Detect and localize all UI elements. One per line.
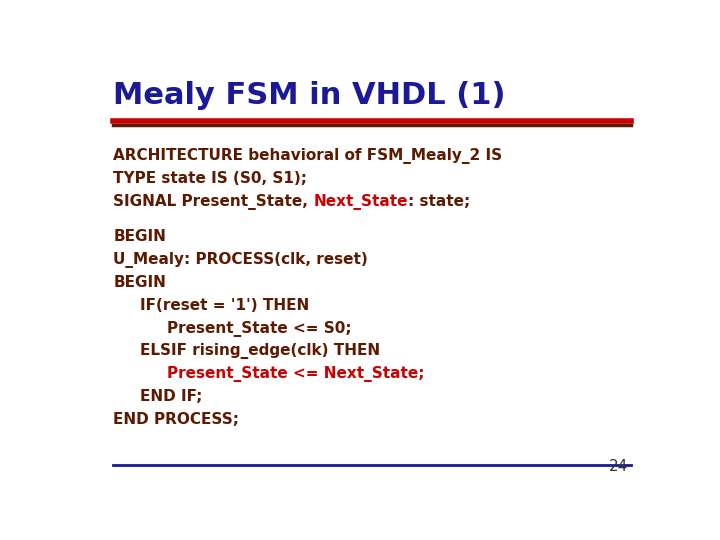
Text: U_Mealy: PROCESS(clk, reset): U_Mealy: PROCESS(clk, reset) (114, 252, 368, 268)
Text: TYPE state IS (S0, S1);: TYPE state IS (S0, S1); (114, 171, 307, 186)
Text: BEGIN: BEGIN (114, 275, 166, 290)
Text: BEGIN: BEGIN (114, 229, 166, 244)
Text: 24: 24 (609, 460, 629, 474)
Text: END PROCESS;: END PROCESS; (114, 412, 240, 427)
Text: Mealy FSM in VHDL (1): Mealy FSM in VHDL (1) (114, 82, 506, 111)
Text: SIGNAL Present_State,: SIGNAL Present_State, (114, 194, 314, 210)
Text: Present_State <= S0;: Present_State <= S0; (167, 321, 351, 336)
Text: Present_State <= Next_State;: Present_State <= Next_State; (167, 366, 425, 382)
Text: END IF;: END IF; (140, 389, 202, 404)
Text: ARCHITECTURE behavioral of FSM_Mealy_2 IS: ARCHITECTURE behavioral of FSM_Mealy_2 I… (114, 148, 503, 164)
Text: Next_State: Next_State (314, 194, 408, 210)
Text: : state;: : state; (408, 194, 470, 208)
Text: IF(reset = '1') THEN: IF(reset = '1') THEN (140, 298, 310, 313)
Text: ELSIF rising_edge(clk) THEN: ELSIF rising_edge(clk) THEN (140, 343, 380, 360)
